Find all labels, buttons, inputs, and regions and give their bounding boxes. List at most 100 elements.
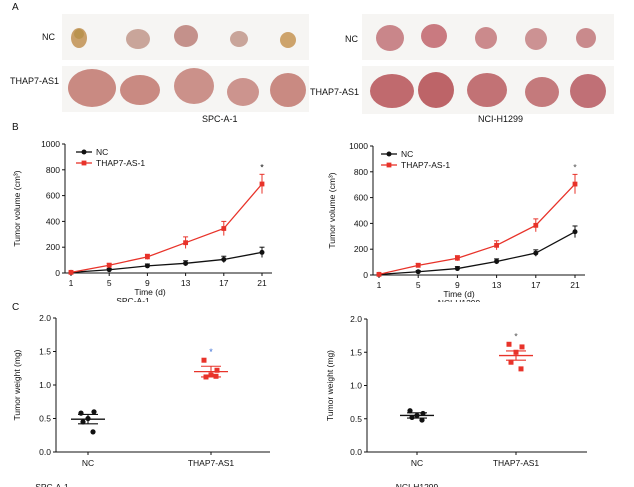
y-axis-label: Tumor volume (cm³)	[12, 170, 22, 246]
data-point-nc	[494, 258, 500, 264]
photo-label-right-thap: THAP7-AS1	[310, 87, 360, 97]
x-tick-label: 13	[181, 278, 191, 288]
photo-caption-right: NCI-H1299	[478, 114, 524, 124]
data-point-nc	[407, 408, 413, 414]
tumor-volume-chart-nci: 0 200 400 600 800 1000 1 5 9 13 17 21 Tumor volume (…	[327, 141, 585, 302]
y-tick-label: 1000	[41, 139, 60, 149]
legend-label-thap: THAP7-AS-1	[401, 160, 450, 170]
data-point-thap	[106, 262, 112, 268]
y-axis-label: Tumor volume (cm³)	[327, 172, 337, 248]
data-point-nc	[221, 256, 227, 262]
tumor-weight-chart-spc: 0.0 0.5 1.0 1.5 2.0 Tumor weight (mg) NC THAP7-…	[12, 313, 270, 487]
y-tick-label: 0	[55, 268, 60, 278]
tumor-volume-chart-spc: 0 200 400 600 800 1000 1 5 9 13 17 21 Tumor volume (…	[12, 139, 272, 302]
series-line-thap	[378, 183, 576, 275]
legend-marker-nc	[81, 149, 87, 155]
x-tick-label: 21	[570, 280, 580, 290]
legend-label-thap: THAP7-AS-1	[96, 158, 145, 168]
data-point-thap	[494, 242, 499, 248]
significance-star: *	[573, 162, 577, 172]
data-point-thap	[213, 373, 219, 379]
series-line-nc	[378, 231, 576, 276]
data-point-nc	[90, 429, 96, 435]
data-point-thap	[518, 366, 524, 372]
data-point-thap	[455, 255, 460, 261]
data-point-thap	[376, 271, 382, 277]
data-point-thap	[221, 226, 227, 231]
x-axis-label: Time (d)	[134, 287, 165, 297]
chart-title: SPC-A-1	[35, 482, 69, 487]
photo-label-left-thap: THAP7-AS1	[10, 76, 60, 86]
x-tick-label: 13	[492, 280, 502, 290]
data-point-nc	[80, 419, 86, 425]
x-tick-label: 1	[69, 278, 74, 288]
data-point-nc	[144, 263, 150, 269]
data-point-nc	[415, 269, 421, 275]
chart-title: SPC-A-1	[116, 296, 150, 302]
significance-star: *	[260, 162, 264, 172]
y-axis-label: Tumor weight (mg)	[12, 349, 22, 420]
data-point-nc	[78, 410, 84, 416]
x-tick-label: 17	[531, 280, 541, 290]
panel-letter-c: C	[12, 302, 20, 313]
data-point-nc	[414, 412, 420, 419]
x-tick-label: 9	[455, 280, 460, 290]
tumor-photo-right-thap	[362, 66, 614, 114]
x-tick-label: THAP7-AS1	[188, 458, 235, 468]
photo-panel: NC THAP7-AS1 SPC-A-1 NC THAP7-AS1 NCI-H1…	[0, 0, 634, 124]
data-point-thap	[203, 374, 209, 380]
data-point-thap	[201, 357, 207, 363]
data-point-thap	[533, 222, 539, 228]
legend-marker-nc	[386, 151, 392, 157]
photo-label-right-nc: NC	[345, 34, 358, 44]
data-point-nc	[572, 229, 578, 235]
data-point-thap	[572, 181, 578, 187]
data-point-thap	[145, 254, 150, 260]
y-tick-label: 400	[354, 218, 368, 228]
chart-title: NCI-H1299	[438, 298, 481, 302]
series-line-nc	[70, 251, 263, 274]
legend-label-nc: NC	[401, 149, 413, 159]
data-point-nc	[419, 417, 425, 423]
y-tick-label: 1.0	[39, 380, 51, 390]
data-point-nc	[454, 266, 460, 272]
y-tick-label: 2.0	[350, 314, 362, 324]
legend-marker-thap	[386, 162, 392, 168]
data-point-nc	[91, 409, 97, 415]
y-tick-label: 1.5	[350, 347, 362, 357]
legend-marker-thap	[81, 160, 87, 166]
y-tick-label: 0.5	[350, 414, 362, 424]
x-tick-label: NC	[411, 458, 423, 468]
data-point-nc	[183, 260, 189, 266]
x-tick-label: 1	[377, 280, 382, 290]
x-tick-label: THAP7-AS1	[493, 458, 540, 468]
tumor-photo-left-nc	[62, 14, 309, 60]
chart-title: NCI-H1299	[396, 482, 439, 487]
significance-star: *	[209, 347, 213, 357]
x-tick-label: 21	[257, 278, 267, 288]
y-tick-label: 800	[46, 165, 60, 175]
data-point-nc	[106, 267, 112, 273]
tumor-photo-right-nc	[362, 14, 614, 60]
y-tick-label: 400	[46, 216, 60, 226]
y-tick-label: 0.5	[39, 414, 51, 424]
data-point-thap	[506, 341, 512, 347]
x-tick-label: 5	[107, 278, 112, 288]
y-tick-label: 200	[46, 242, 60, 252]
tumor-weight-chart-nci: 0.0 0.5 1.0 1.5 2.0 Tumor weight (mg) NC THAP7-…	[325, 314, 587, 487]
tumor-photo-left-thap	[62, 66, 309, 112]
y-tick-label: 600	[354, 193, 368, 203]
x-tick-label: 5	[416, 280, 421, 290]
data-point-nc	[409, 414, 415, 421]
data-point-thap	[208, 372, 214, 378]
data-point-nc	[259, 249, 265, 255]
panel-letter-a: A	[12, 2, 19, 13]
y-axis-label: Tumor weight (mg)	[325, 350, 335, 421]
significance-star: *	[514, 331, 518, 341]
y-tick-label: 600	[46, 191, 60, 201]
data-point-thap	[415, 262, 421, 268]
y-tick-label: 800	[354, 167, 368, 177]
y-tick-label: 1.5	[39, 347, 51, 357]
x-tick-label: 9	[145, 278, 150, 288]
data-point-nc	[533, 250, 539, 256]
